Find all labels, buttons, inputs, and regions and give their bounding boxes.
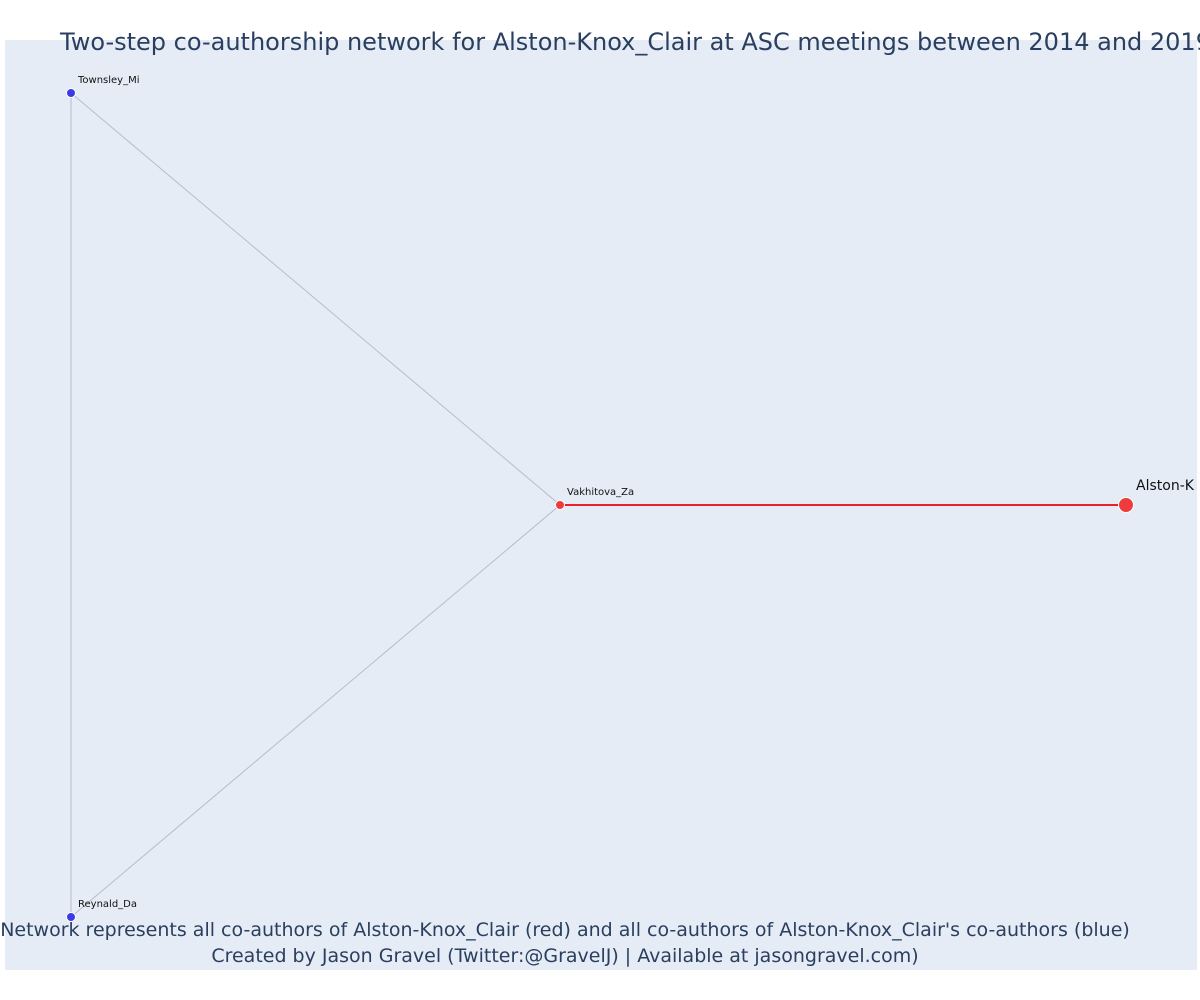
nodes-layer	[66, 88, 1134, 922]
node-label-reynald: Reynald_Da	[78, 899, 137, 910]
node-townsley[interactable]	[66, 88, 76, 98]
edges-layer	[70, 92, 1126, 918]
node-label-alston: Alston-K	[1136, 478, 1195, 494]
caption-credit: Created by Jason Gravel (Twitter:@Gravel…	[211, 945, 919, 967]
chart-title: Two-step co-authorship network for Alsto…	[60, 28, 1200, 56]
labels-layer: Alston-K Vakhitova_Za Townsley_Mi Reynald_D…	[77, 75, 1195, 910]
node-label-vakhitova: Vakhitova_Za	[567, 487, 634, 498]
edge-reynald-vakhitova	[70, 504, 561, 918]
node-reynald[interactable]	[66, 912, 76, 922]
node-vakhitova[interactable]	[555, 500, 565, 510]
node-alston[interactable]	[1118, 497, 1134, 513]
edge-townsley-vakhitova	[70, 92, 561, 506]
caption-network-description: Network represents all co-authors of Als…	[0, 919, 1130, 941]
node-label-townsley: Townsley_Mi	[77, 75, 140, 86]
